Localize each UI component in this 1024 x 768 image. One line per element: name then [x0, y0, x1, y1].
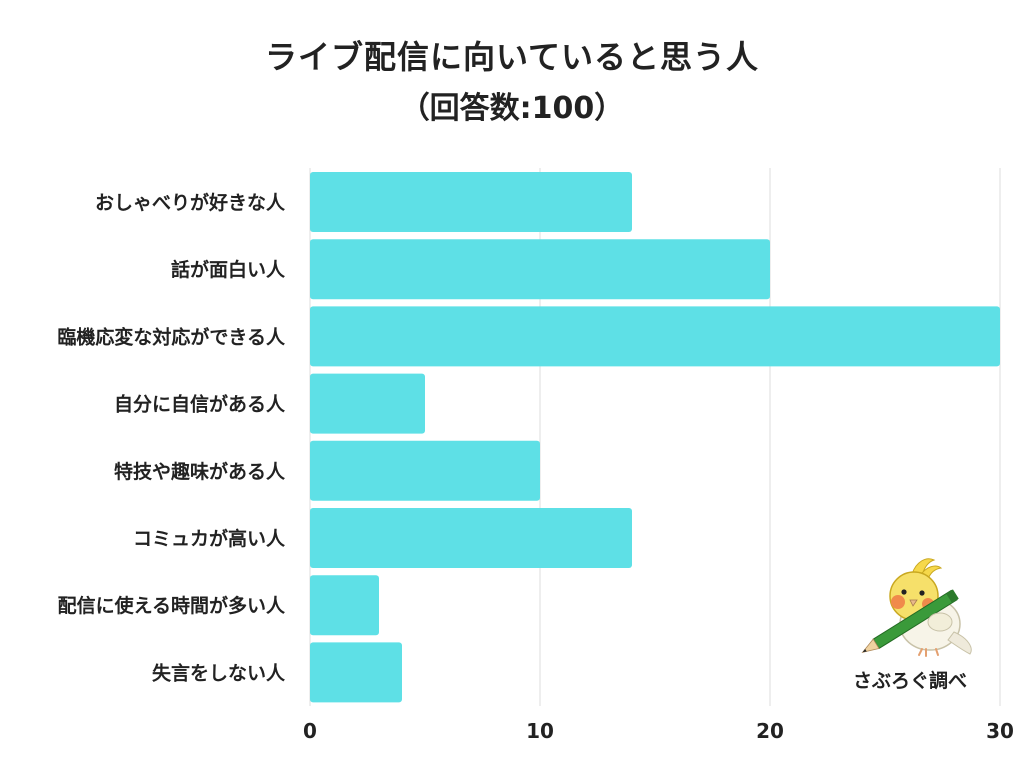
category-label: コミュカが高い人 — [133, 527, 286, 550]
bar — [310, 239, 770, 300]
category-label: 自分に自信がある人 — [114, 393, 286, 416]
category-label: おしゃべりが好きな人 — [95, 191, 286, 214]
category-label: 失言をしない人 — [152, 661, 286, 684]
category-label: 配信に使える時間が多い人 — [58, 594, 286, 617]
bar — [310, 440, 540, 501]
x-tick-label: 20 — [756, 719, 784, 743]
category-labels: おしゃべりが好きな人話が面白い人臨機応変な対応ができる人自分に自信がある人特技や… — [57, 191, 286, 684]
category-label: 臨機応変な対応ができる人 — [57, 325, 286, 348]
x-tick-label: 0 — [303, 719, 317, 743]
bar — [310, 575, 379, 636]
cockatiel-mascot-icon — [861, 558, 972, 657]
category-label: 話が面白い人 — [171, 258, 286, 281]
x-tick-label: 30 — [986, 719, 1014, 743]
credit-label: さぶろぐ調べ — [852, 670, 967, 692]
bars — [310, 172, 1000, 703]
x-tick-label: 10 — [526, 719, 554, 743]
category-label: 特技や趣味がある人 — [114, 460, 286, 483]
bar — [310, 373, 425, 434]
chart-subtitle: （回答数:100） — [399, 91, 625, 126]
bar — [310, 306, 1000, 367]
bar — [310, 172, 632, 232]
x-tick-labels: 0 10 20 30 — [303, 719, 1014, 743]
bar — [310, 642, 402, 703]
chart-title: ライブ配信に向いていると思う人 — [264, 38, 760, 76]
bar — [310, 508, 632, 568]
